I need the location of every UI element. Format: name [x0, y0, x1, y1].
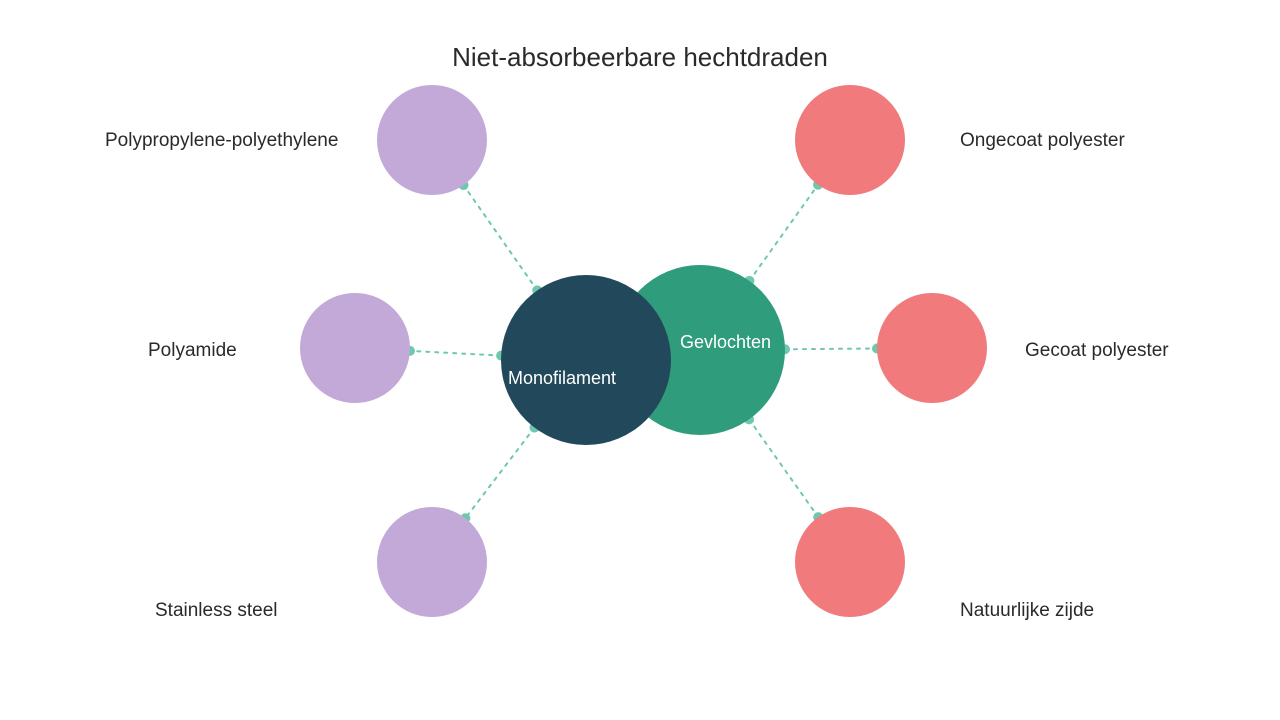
leaf-label: Polypropylene-polyethylene — [105, 130, 338, 152]
leaf-label: Gecoat polyester — [1025, 340, 1169, 362]
hub-label-gevl: Gevlochten — [680, 332, 771, 353]
leaf-label: Ongecoat polyester — [960, 130, 1125, 152]
leaf-label: Stainless steel — [155, 600, 278, 622]
hub-label-mono: Monofilament — [508, 368, 616, 389]
leaf-label: Natuurlijke zijde — [960, 600, 1094, 622]
diagram-stage: Niet-absorbeerbare hechtdraden Monofilam… — [0, 0, 1280, 720]
leaf-label: Polyamide — [148, 340, 237, 362]
